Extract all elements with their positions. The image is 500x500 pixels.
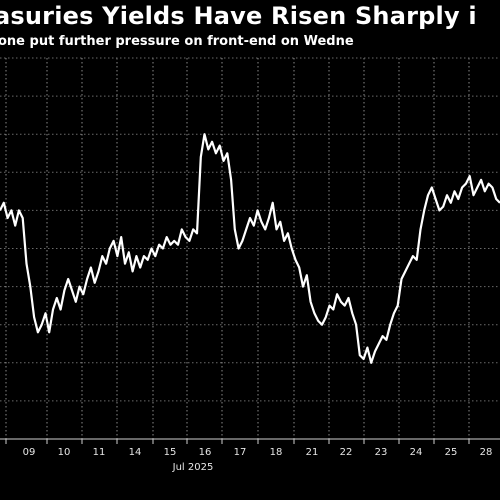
x-tick-label-6: 17 bbox=[234, 447, 247, 458]
x-axis-month-label: Jul 2025 bbox=[172, 462, 214, 473]
chart-grid bbox=[0, 57, 500, 440]
x-tick-label-10: 23 bbox=[375, 447, 388, 458]
x-tick-label-2: 11 bbox=[93, 447, 106, 458]
x-tick-label-12: 25 bbox=[445, 447, 458, 458]
chart-subtitle: one put further pressure on front-end on… bbox=[0, 34, 354, 49]
x-tick-label-13: 28 bbox=[480, 447, 493, 458]
chart-title: asuries Yields Have Risen Sharply i bbox=[0, 2, 477, 30]
x-tick-label-4: 15 bbox=[164, 447, 177, 458]
x-tick-label-5: 16 bbox=[199, 447, 212, 458]
series-layer bbox=[0, 133, 500, 364]
x-tick-label-1: 10 bbox=[58, 447, 71, 458]
series-line-0 bbox=[0, 133, 500, 364]
x-tick-label-11: 24 bbox=[410, 447, 423, 458]
x-axis-ticks: 09 10 11 14 15 16 17 18 21 22 23 24 25 28 bbox=[5, 439, 493, 458]
x-tick-label-9: 22 bbox=[340, 447, 353, 458]
x-tick-label-0: 09 bbox=[23, 447, 36, 458]
x-tick-label-7: 18 bbox=[270, 447, 283, 458]
x-tick-label-3: 14 bbox=[129, 447, 142, 458]
x-tick-label-8: 21 bbox=[306, 447, 319, 458]
